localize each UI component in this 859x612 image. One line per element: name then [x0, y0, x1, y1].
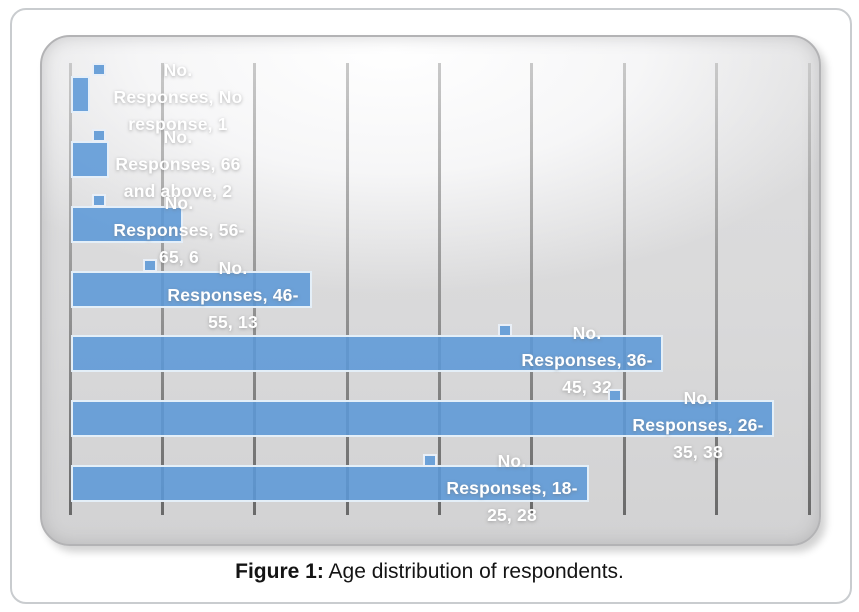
gridline — [715, 63, 719, 515]
gridline — [68, 63, 72, 515]
data-label-line: Responses, 36- — [521, 350, 653, 370]
data-label-line: Responses, No — [113, 87, 243, 107]
plot-area: No. Responses, No response, 1 No. Responses,… — [42, 37, 819, 544]
figure-border — [10, 8, 852, 604]
data-label-line: and above, 2 — [123, 181, 233, 201]
data-label-line: Responses, 66 — [115, 154, 241, 174]
data-label-line: 25, 28 — [487, 505, 537, 525]
bar-36-45 — [71, 335, 663, 373]
legend-key-icon — [143, 259, 157, 272]
data-label-line: No. — [163, 60, 193, 80]
legend-key-icon — [423, 454, 437, 467]
legend-key-icon — [92, 129, 106, 142]
legend-key-icon — [92, 63, 106, 76]
data-label-18-25: No. Responses, 18- 25, 28 — [382, 448, 642, 529]
data-label-line: No. — [683, 388, 713, 408]
data-label-line: Responses, 18- — [446, 478, 578, 498]
data-label-line: 65, 6 — [159, 247, 199, 267]
gridline — [438, 63, 441, 515]
data-label-line: Responses, 46- — [167, 285, 299, 305]
data-label-36-45: No. Responses, 36- 45, 32 — [457, 320, 717, 401]
data-label-line: Responses, 26- — [632, 415, 764, 435]
data-label-no-response: No. Responses, No response, 1 — [48, 57, 308, 138]
figure-caption: Figure 1: Age distribution of respondent… — [0, 560, 859, 584]
caption-label: Figure 1: — [235, 560, 324, 583]
gridline — [345, 63, 349, 515]
data-label-66-and-above: No. Responses, 66 and above, 2 — [48, 124, 308, 205]
data-label-26-35: No. Responses, 26- 35, 38 — [568, 385, 819, 466]
bar-26-35 — [71, 400, 774, 438]
legend-key-icon — [608, 389, 622, 402]
data-label-line: Responses, 56- — [113, 220, 245, 240]
data-label-56-65: No. Responses, 56- 65, 6 — [49, 190, 309, 271]
caption-text: Age distribution of respondents. — [323, 560, 624, 583]
bar-56-65 — [71, 205, 183, 243]
legend-key-icon — [498, 324, 512, 337]
data-label-line: 55, 13 — [208, 312, 258, 332]
gridline — [530, 63, 534, 515]
data-label-line: No. — [497, 451, 527, 471]
data-label-line: 35, 38 — [673, 442, 723, 462]
legend-key-icon — [92, 194, 106, 207]
gridline — [807, 63, 811, 515]
gridline — [622, 63, 626, 515]
bar-46-55 — [71, 270, 312, 308]
data-label-line: No. — [164, 193, 194, 213]
data-label-line: No. — [163, 127, 193, 147]
chart-area: No. Responses, No response, 1 No. Responses,… — [40, 35, 821, 546]
bar-18-25 — [71, 465, 589, 503]
data-label-line: No. — [218, 258, 248, 278]
bar-66-and-above — [71, 140, 109, 178]
data-label-line: response, 1 — [128, 114, 228, 134]
data-label-46-55: No. Responses, 46- 55, 13 — [103, 255, 363, 336]
data-label-line: No. — [572, 323, 602, 343]
data-label-line: 45, 32 — [562, 377, 612, 397]
bar-no-response — [71, 76, 90, 113]
